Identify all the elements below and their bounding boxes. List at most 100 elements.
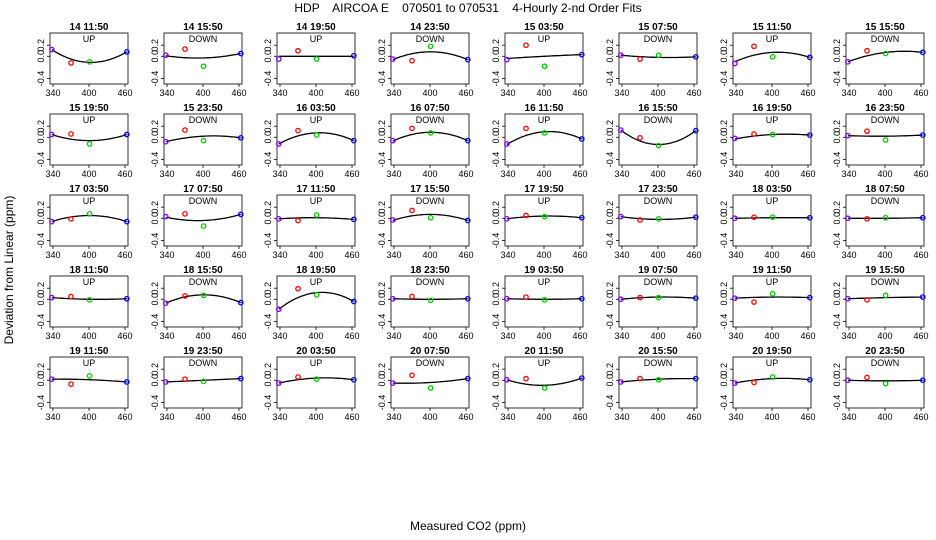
- panel-title: 17 23:50: [638, 184, 678, 195]
- data-point: [503, 295, 510, 302]
- main-title: HDP AIRCOA E 070501 to 070531 4-Hourly 2…: [294, 1, 641, 15]
- x-tick-label: 400: [308, 88, 323, 98]
- panel-direction: UP: [310, 196, 323, 206]
- data-point: [541, 296, 548, 303]
- x-tick-label: 400: [877, 331, 892, 341]
- y-tick-label: -0.4: [719, 71, 729, 87]
- data-point: [409, 207, 415, 214]
- y-tick-label: -0.4: [377, 152, 387, 168]
- x-tick-label: 400: [536, 250, 551, 260]
- y-tick-label: 0.2: [377, 120, 387, 133]
- y-tick-label: -0.4: [150, 233, 160, 249]
- panel-direction: UP: [766, 34, 779, 44]
- y-tick-label: -0.4: [263, 314, 273, 330]
- data-point: [464, 295, 471, 302]
- panel-direction: DOWN: [644, 277, 673, 287]
- y-tick-label: 0.0: [605, 374, 615, 387]
- data-point: [503, 376, 510, 383]
- data-point: [350, 298, 357, 305]
- x-tick-label: 460: [231, 169, 246, 179]
- data-point: [692, 214, 699, 221]
- y-tick-label: -0.4: [36, 152, 46, 168]
- data-point: [389, 380, 396, 386]
- data-point: [844, 58, 851, 65]
- panel-direction: UP: [766, 115, 779, 125]
- x-tick-label: 460: [800, 250, 815, 260]
- data-point: [313, 212, 320, 218]
- data-point: [409, 293, 415, 300]
- data-point: [578, 295, 585, 302]
- x-tick-label: 400: [195, 88, 210, 98]
- data-point: [200, 378, 207, 385]
- data-point: [882, 214, 889, 221]
- y-tick-label: -0.4: [36, 314, 46, 330]
- y-tick-label: 0.2: [605, 282, 615, 295]
- x-tick-label: 400: [877, 250, 892, 260]
- data-point: [769, 53, 776, 60]
- data-point: [503, 141, 510, 147]
- x-tick-label: 460: [800, 412, 815, 422]
- panel-title: 19 23:50: [183, 346, 223, 357]
- fit-curve: [620, 129, 697, 146]
- data-point: [86, 372, 93, 379]
- fit-curve: [392, 131, 469, 142]
- y-tick-label: 0.2: [832, 201, 842, 214]
- y-tick-label: 0.2: [491, 201, 501, 214]
- y-tick-label: -0.4: [605, 395, 615, 411]
- data-point: [182, 210, 188, 217]
- data-point: [769, 131, 776, 138]
- y-tick-label: 0.2: [605, 120, 615, 133]
- data-point: [637, 56, 643, 62]
- panel-title: 15 23:50: [183, 103, 223, 114]
- data-point: [864, 128, 870, 135]
- fit-curve: [847, 379, 923, 382]
- data-point: [637, 294, 643, 301]
- x-tick-label: 400: [81, 169, 96, 179]
- x-tick-label: 460: [117, 412, 132, 422]
- data-point: [541, 129, 548, 136]
- data-point: [541, 63, 548, 70]
- y-tick-label: 0.2: [150, 363, 160, 376]
- data-point: [919, 294, 926, 300]
- y-tick-label: 0.0: [36, 212, 46, 225]
- x-tick-label: 460: [117, 169, 132, 179]
- panel-direction: DOWN: [189, 196, 218, 206]
- data-point: [919, 214, 926, 221]
- fit-curve: [278, 132, 355, 145]
- x-tick-label: 400: [422, 331, 437, 341]
- x-tick-label: 400: [764, 412, 779, 422]
- fit-curve: [734, 51, 810, 63]
- panel-title: 15 15:50: [865, 22, 905, 33]
- data-point: [295, 127, 301, 134]
- y-tick-label: 0.0: [36, 293, 46, 306]
- data-point: [389, 217, 396, 223]
- panel-title: 18 15:50: [183, 265, 223, 276]
- y-tick-label: 0.0: [605, 293, 615, 306]
- data-point: [313, 132, 320, 138]
- x-tick-label: 460: [572, 169, 587, 179]
- panel-direction: DOWN: [871, 196, 900, 206]
- data-point: [350, 216, 357, 223]
- x-tick-label: 340: [841, 88, 856, 98]
- x-tick-label: 340: [614, 412, 629, 422]
- fit-curve: [392, 298, 468, 300]
- x-tick-label: 340: [841, 169, 856, 179]
- x-tick-label: 340: [728, 331, 743, 341]
- y-tick-label: -0.4: [150, 71, 160, 87]
- panel-title: 17 03:50: [69, 184, 109, 195]
- data-point: [123, 48, 130, 55]
- data-point: [655, 52, 662, 59]
- data-point: [68, 215, 74, 222]
- x-tick-label: 340: [500, 169, 515, 179]
- x-tick-label: 340: [500, 412, 515, 422]
- data-point: [123, 218, 130, 225]
- data-point: [123, 131, 130, 138]
- y-tick-label: 0.2: [605, 363, 615, 376]
- x-tick-label: 340: [45, 331, 60, 341]
- fit-curve: [278, 217, 354, 221]
